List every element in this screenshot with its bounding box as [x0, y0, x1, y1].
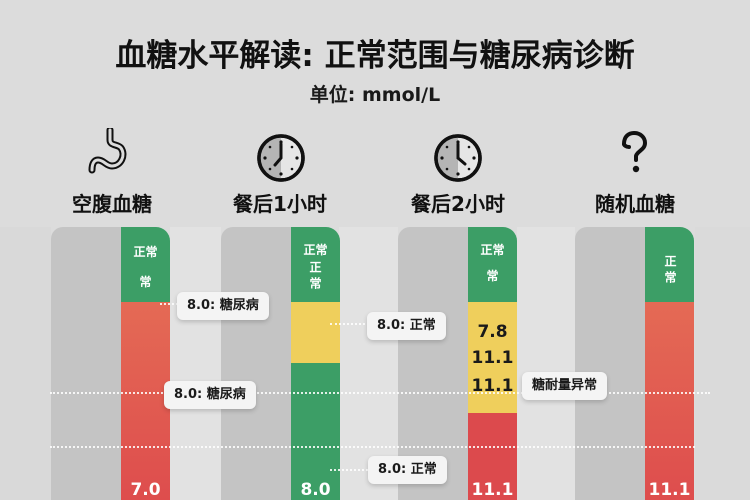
segment-impaired: 7.8 11.1 11.1 — [468, 302, 517, 413]
guide-line — [50, 392, 710, 394]
bar-random: 正常 11.1 — [645, 227, 694, 500]
stomach-icon — [88, 126, 136, 176]
threshold-value: 7.8 — [477, 322, 508, 342]
background-stripe — [517, 227, 575, 500]
segment-normal: 正常 — [645, 227, 694, 302]
threshold-callout: 8.0: 糖尿病 — [177, 292, 269, 320]
bar-track — [221, 227, 291, 500]
threshold-value: 11.1 — [471, 376, 514, 396]
segment-normal: 正常 常 — [121, 227, 170, 302]
bar-2h-postprandial: 正常 常 7.8 11.1 11.1 11.1 — [468, 227, 517, 500]
leader-line — [330, 469, 368, 471]
threshold-value: 7.0 — [130, 480, 161, 500]
background-stripe — [339, 227, 398, 500]
segment-normal: 正常 正常 — [291, 227, 340, 302]
page-title: 血糖水平解读: 正常范围与糖尿病诊断 — [115, 38, 635, 74]
segment-normal: 正常 常 — [468, 227, 517, 302]
threshold-value: 11.1 — [471, 348, 514, 368]
column-label-2h-postprandial: 餐后2小时 — [411, 192, 505, 216]
bar-track — [398, 227, 468, 500]
background-stripe — [170, 227, 221, 500]
threshold-value: 11.1 — [471, 480, 514, 500]
bar-track — [575, 227, 645, 500]
segment-label: 正常 — [303, 243, 328, 257]
column-label-random: 随机血糖 — [595, 192, 675, 216]
question-mark-icon — [617, 130, 651, 176]
bar-fasting: 正常 常 7.0 — [121, 227, 170, 500]
segment-label: 常 — [139, 275, 152, 289]
bar-track — [51, 227, 121, 500]
background-stripe — [0, 227, 51, 500]
clock-icon — [433, 133, 483, 183]
background-stripe — [695, 227, 750, 500]
segment-diabetes: 11.1 — [645, 302, 694, 500]
segment-label: 正常 — [480, 243, 505, 257]
segment-normal: 8.0 — [291, 363, 340, 500]
impaired-tolerance-callout: 糖耐量异常 — [522, 372, 608, 400]
clock-icon — [256, 133, 306, 183]
segment-label: 正常 — [308, 261, 322, 293]
leader-line — [160, 303, 178, 305]
column-label-1h-postprandial: 餐后1小时 — [233, 192, 327, 216]
leader-line — [330, 323, 365, 325]
threshold-callout: 8.0: 糖尿病 — [164, 381, 256, 409]
unit-subtitle: 单位: mmol/L — [309, 84, 441, 106]
threshold-value: 11.1 — [648, 480, 691, 500]
segment-label: 常 — [486, 269, 499, 283]
segment-diabetes: 7.0 — [121, 302, 170, 500]
bar-1h-postprandial: 正常 正常 8.0 — [291, 227, 340, 500]
threshold-value: 8.0 — [300, 480, 331, 500]
segment-label: 正常 — [133, 245, 158, 259]
column-label-fasting: 空腹血糖 — [72, 192, 152, 216]
segment-diabetes: 11.1 — [468, 413, 517, 500]
segment-impaired — [291, 302, 340, 363]
segment-label: 正常 — [663, 255, 677, 287]
guide-line — [50, 446, 695, 448]
threshold-callout: 8.0: 正常 — [368, 456, 447, 484]
threshold-callout: 8.0: 正常 — [367, 312, 446, 340]
